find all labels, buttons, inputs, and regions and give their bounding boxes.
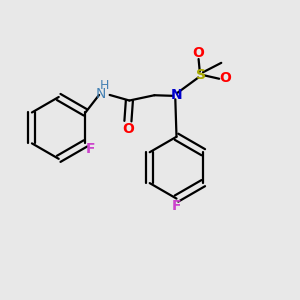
Text: F: F [172,199,181,213]
Text: O: O [193,46,205,59]
Text: S: S [196,68,206,82]
Text: H: H [100,79,109,92]
Text: N: N [96,87,106,101]
Text: O: O [220,71,232,85]
Text: N: N [170,88,182,102]
Text: O: O [122,122,134,136]
Text: F: F [86,142,95,156]
